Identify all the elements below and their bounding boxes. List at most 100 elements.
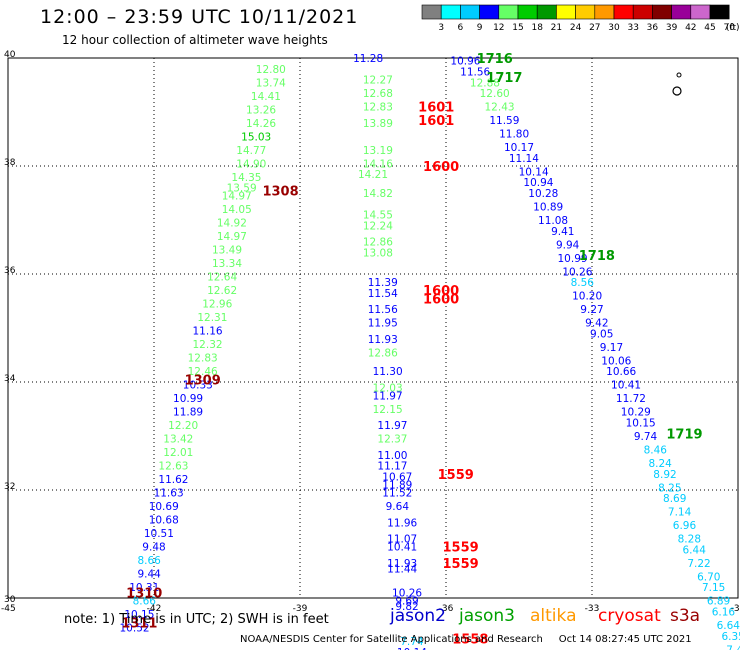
swh-value-track-3: 8.24: [648, 458, 672, 470]
time-label: 1601: [418, 114, 454, 129]
time-label: 1716: [477, 52, 513, 67]
swh-value-track-3: 11.08: [538, 215, 568, 227]
satellite-legend-item: jason3: [459, 606, 515, 626]
legend-swatch: [709, 4, 730, 20]
time-label: 1559: [443, 541, 479, 556]
swh-value-track-3: 7.43: [726, 644, 740, 650]
swh-value-track-2: 14.55: [363, 210, 393, 222]
time-label: 1717: [486, 71, 522, 86]
swh-value-track-3: 10.41: [611, 380, 641, 392]
swh-value-track-3: 10.15: [626, 418, 656, 430]
swh-value-track-3: 10.89: [533, 202, 563, 214]
legend-unit: (ft): [726, 23, 740, 33]
satellite-legend-item: altika: [530, 606, 577, 626]
swh-value-track-3: 12.60: [480, 88, 510, 100]
legend-label: 9: [477, 23, 483, 33]
swh-value-track-3: 9.94: [556, 239, 580, 251]
swh-value-track-3: 10.28: [528, 188, 558, 200]
swh-value-track-2: 10.14: [397, 647, 427, 650]
swh-value-track-1: 13.42: [163, 434, 193, 446]
swh-value-track-1: 9.48: [142, 542, 165, 554]
swh-value-track-3: 11.59: [489, 115, 519, 127]
swh-value-track-2: 12.83: [363, 102, 393, 114]
time-label: 1600: [423, 292, 459, 307]
swh-value-track-2: 11.28: [353, 53, 383, 65]
swh-value-track-1: 14.97: [222, 191, 252, 203]
swh-value-track-1: 12.31: [197, 312, 227, 324]
swh-value-track-2: 9.64: [386, 501, 410, 513]
swh-value-track-1: 10.51: [144, 528, 174, 540]
swh-value-track-1: 13.59: [227, 183, 257, 195]
legend-label: 24: [570, 23, 582, 33]
satellite-legend-item: s3a: [670, 606, 701, 626]
legend-swatch: [460, 4, 480, 20]
swh-value-track-3: 10.29: [621, 407, 651, 419]
time-label: 1600: [423, 160, 459, 175]
time-label: 1311: [121, 616, 157, 631]
swh-value-track-1: 13.26: [246, 104, 276, 116]
swh-value-track-1: 14.97: [217, 231, 247, 243]
time-label: 1719: [666, 427, 702, 442]
swh-value-track-3: 6.35: [721, 631, 740, 643]
legend-label: 18: [531, 23, 543, 33]
time-label: 1559: [438, 468, 474, 483]
swh-value-track-2: 11.93: [368, 334, 398, 346]
swh-value-track-3: 7.14: [668, 507, 692, 519]
swh-value-track-3: 9.27: [580, 304, 603, 316]
swh-value-track-3: 9.42: [585, 318, 608, 330]
swh-value-track-1: 12.80: [256, 64, 286, 76]
swh-value-track-1: 9.44: [137, 569, 161, 581]
swh-value-track-1: 12.64: [207, 272, 237, 284]
swh-value-track-3: 6.89: [707, 596, 730, 608]
swh-value-track-3: 9.17: [600, 342, 623, 354]
credit-line: NOAA/NESDIS Center for Satellite Applica…: [240, 634, 692, 645]
swh-value-track-2: 10.41: [387, 542, 417, 554]
swh-value-track-2: 11.00: [377, 450, 407, 462]
legend-swatch: [517, 4, 538, 20]
time-label: 1558: [452, 633, 488, 648]
legend-label: 21: [551, 23, 562, 33]
legend-swatch: [613, 4, 634, 20]
swh-value-track-2: 11.54: [368, 288, 398, 300]
swh-value-track-1: 14.26: [246, 118, 276, 130]
swh-value-track-3: 10.66: [606, 366, 636, 378]
legend-label: 30: [608, 23, 620, 33]
legend-swatch: [479, 4, 500, 20]
swh-value-track-2: 12.86: [363, 237, 393, 249]
swh-value-track-3: 8.56: [571, 277, 595, 289]
swh-value-track-1: 10.33: [183, 380, 213, 392]
swh-value-track-2: 14.82: [363, 188, 393, 200]
legend-swatch: [498, 4, 519, 20]
swh-value-track-2: 11.89: [382, 480, 412, 492]
swh-value-track-2: 9.69: [395, 596, 418, 608]
y-tick-label: 32: [4, 482, 15, 492]
legend-label: 70: [723, 23, 735, 33]
time-label: 1600: [423, 284, 459, 299]
swh-value-track-1: 12.83: [188, 353, 218, 365]
swh-value-track-2: 11.07: [387, 534, 417, 546]
swh-value-track-2: 12.24: [363, 220, 393, 232]
satellite-legend-item: cryosat: [598, 606, 661, 626]
swh-value-track-3: 11.80: [499, 129, 529, 141]
y-tick-label: 38: [4, 158, 16, 168]
swh-value-track-2: 11.39: [368, 277, 398, 289]
time-label: 1718: [579, 249, 615, 264]
swh-value-track-3: 11.14: [509, 153, 539, 165]
page-title: 12:00 – 23:59 UTC 10/11/2021: [40, 6, 359, 28]
swh-value-track-1: 12.46: [188, 366, 218, 378]
swh-value-track-3: 10.99: [558, 253, 588, 265]
swh-value-track-3: 8.46: [644, 445, 668, 457]
swh-value-track-3: 6.44: [683, 544, 707, 556]
swh-value-track-2: 11.96: [387, 517, 417, 529]
swh-value-track-1: 8.66: [133, 596, 157, 608]
legend-label: 3: [438, 23, 444, 33]
swh-value-track-2: 11.30: [373, 366, 403, 378]
plot-frame: [7, 57, 739, 599]
island-marker: [672, 86, 682, 96]
swh-value-track-2: 12.37: [377, 434, 407, 446]
swh-value-track-1: 11.63: [154, 488, 184, 500]
time-label: 1601: [418, 101, 454, 116]
swh-value-track-1: 11.89: [173, 407, 203, 419]
swh-value-track-1: 10.15: [124, 609, 154, 621]
y-tick-label: 30: [4, 595, 16, 605]
